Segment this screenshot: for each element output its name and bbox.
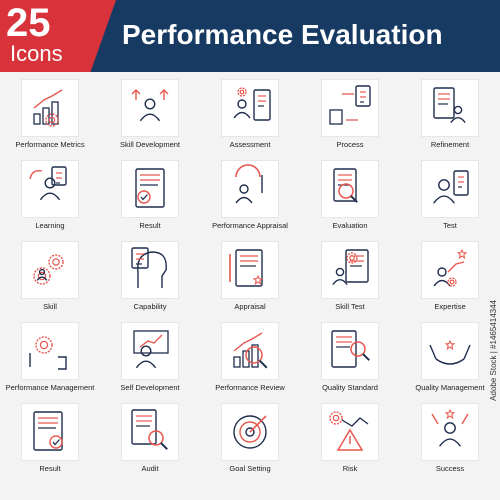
icon-label: Refinement — [430, 140, 470, 149]
icon-card: Self Development — [100, 323, 200, 404]
icon-card: Expertise — [400, 242, 500, 323]
icon-label: Learning — [35, 221, 65, 230]
icon-card: Skill Test — [300, 242, 400, 323]
icon-card: Performance Appraisal — [200, 161, 300, 242]
icon-card: Result — [100, 161, 200, 242]
icon-label: Goal Setting — [229, 464, 271, 473]
icon-label: Performance Metrics — [15, 140, 85, 149]
icon-card: Performance Management — [0, 323, 100, 404]
quality-management-icon — [422, 323, 478, 379]
icon-card: Quality Management — [400, 323, 500, 404]
success-icon — [422, 404, 478, 460]
icon-label: Result — [39, 464, 61, 473]
icon-label: Evaluation — [332, 221, 368, 230]
learning-icon — [22, 161, 78, 217]
icon-card: Performance Metrics — [0, 80, 100, 161]
page-title: Performance Evaluation — [122, 19, 443, 50]
icon-label: Self Development — [120, 383, 180, 392]
icon-label: Performance Management — [5, 383, 95, 392]
performance-management-icon — [22, 323, 78, 379]
icon-label: Performance Appraisal — [212, 221, 288, 230]
icon-count: 25 — [6, 1, 51, 45]
audit-icon — [122, 404, 178, 460]
icon-card: Evaluation — [300, 161, 400, 242]
assessment-icon — [222, 80, 278, 136]
icon-label: Skill Development — [119, 140, 181, 149]
icon-card: Refinement — [400, 80, 500, 161]
expertise-icon — [422, 242, 478, 298]
evaluation-icon — [322, 161, 378, 217]
icon-label: Expertise — [434, 302, 466, 311]
icon-label: Capability — [133, 302, 167, 311]
icon-label: Skill — [43, 302, 57, 311]
appraisal-icon — [222, 242, 278, 298]
icon-label: Quality Management — [415, 383, 485, 392]
icon-label: Quality Standard — [322, 383, 378, 392]
self-development-icon — [122, 323, 178, 379]
icon-label: Process — [336, 140, 364, 149]
icon-label: Risk — [342, 464, 358, 473]
icon-label: Result — [139, 221, 161, 230]
icon-card: Appraisal — [200, 242, 300, 323]
icon-label: Success — [435, 464, 465, 473]
icon-card: Assessment — [200, 80, 300, 161]
icon-card: Quality Standard — [300, 323, 400, 404]
icon-card: Learning — [0, 161, 100, 242]
skill-test-icon — [322, 242, 378, 298]
icon-count-label: Icons — [10, 41, 63, 66]
icon-card: Capability — [100, 242, 200, 323]
process-icon — [322, 80, 378, 136]
icon-label: Audit — [141, 464, 159, 473]
icon-card: Success — [400, 404, 500, 485]
icon-card: Result — [0, 404, 100, 485]
result-icon — [122, 161, 178, 217]
performance-appraisal-icon — [222, 161, 278, 217]
refinement-icon — [422, 80, 478, 136]
icon-label: Performance Review — [215, 383, 285, 392]
test-icon — [422, 161, 478, 217]
risk-icon — [322, 404, 378, 460]
skill-development-icon — [122, 80, 178, 136]
icon-card: Test — [400, 161, 500, 242]
performance-review-icon — [222, 323, 278, 379]
icon-card: Skill — [0, 242, 100, 323]
performance-metrics-icon — [22, 80, 78, 136]
icon-label: Skill Test — [335, 302, 365, 311]
skill-icon — [22, 242, 78, 298]
result-clipboard-icon — [22, 404, 78, 460]
count-badge: 25 Icons — [0, 0, 116, 72]
icon-card: Process — [300, 80, 400, 161]
stock-watermark: Adobe Stock | #1465414344 — [489, 300, 498, 401]
icon-card: Performance Review — [200, 323, 300, 404]
icon-grid: Performance Metrics Skill Development As… — [0, 80, 500, 485]
quality-standard-icon — [322, 323, 378, 379]
icon-label: Appraisal — [234, 302, 266, 311]
icon-label: Assessment — [229, 140, 271, 149]
goal-setting-icon — [222, 404, 278, 460]
capability-icon — [122, 242, 178, 298]
header-banner: 25 Icons Performance Evaluation — [0, 0, 500, 72]
icon-label: Test — [443, 221, 457, 230]
icon-card: Goal Setting — [200, 404, 300, 485]
icon-card: Audit — [100, 404, 200, 485]
icon-card: Skill Development — [100, 80, 200, 161]
icon-card: Risk — [300, 404, 400, 485]
